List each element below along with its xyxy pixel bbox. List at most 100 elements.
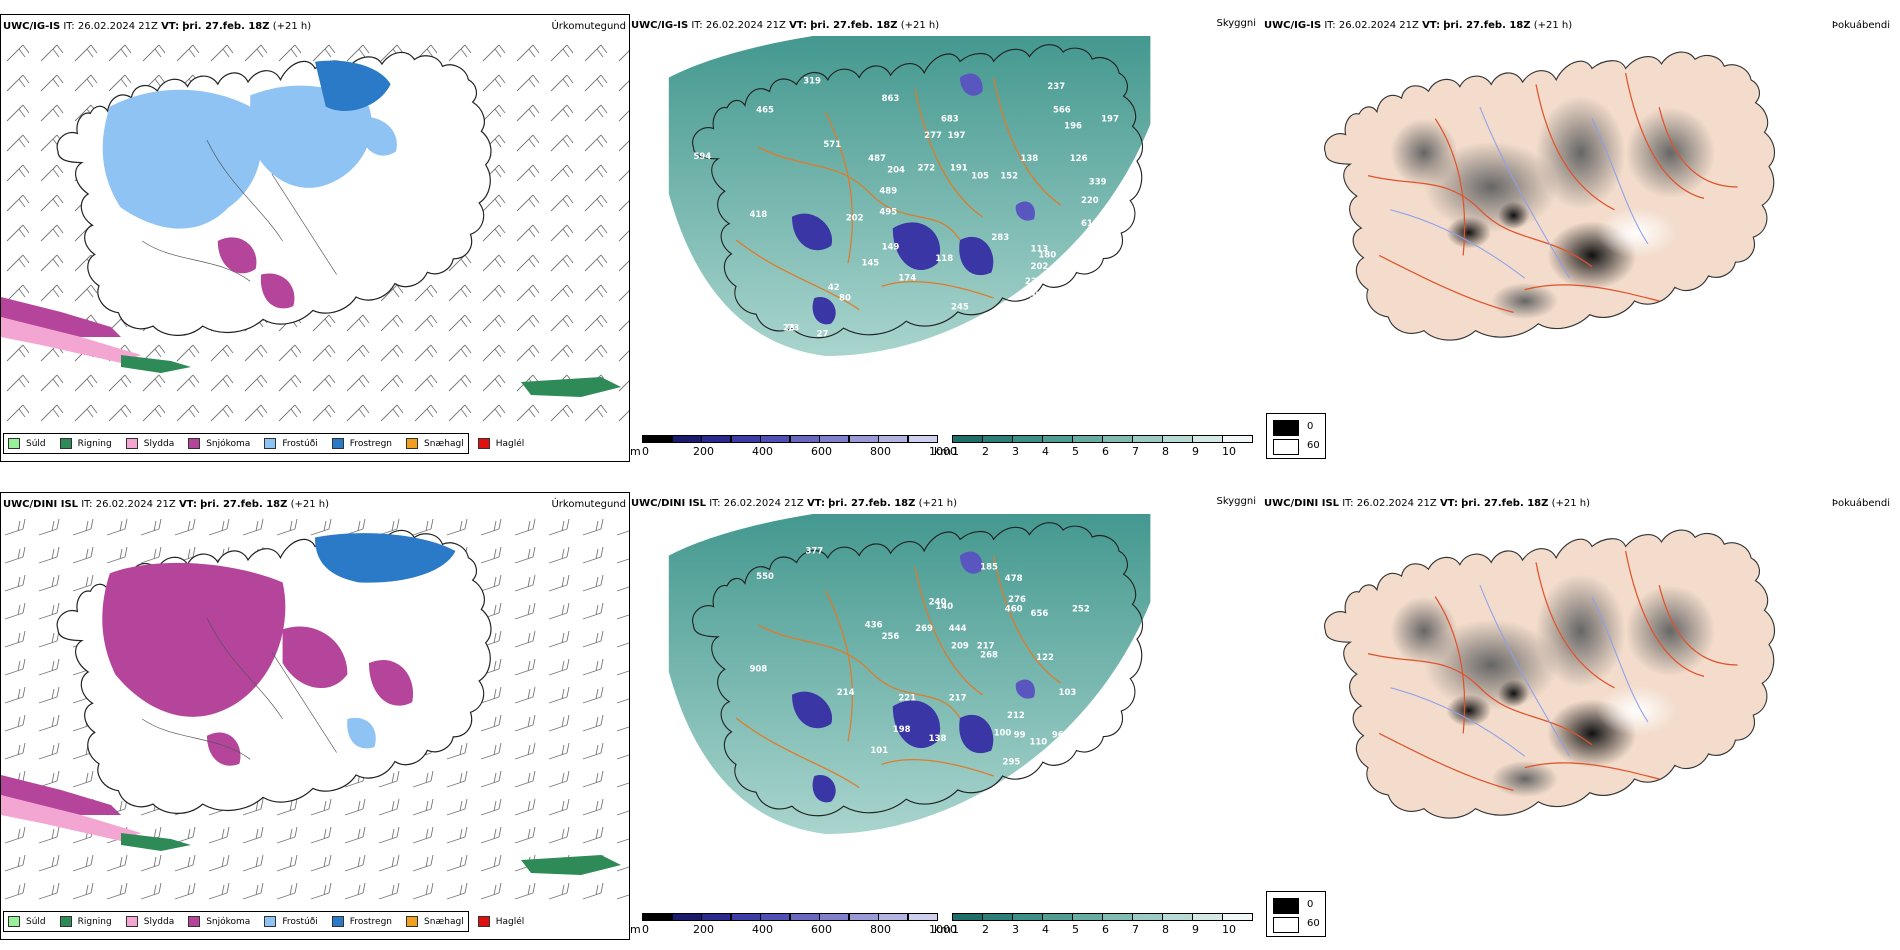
ceiling-label: 196 <box>1064 122 1082 132</box>
ceiling-label: 140 <box>935 602 953 612</box>
fog-scale: 0 60 <box>1266 891 1326 937</box>
colorbar-segment <box>1072 435 1103 443</box>
ceiling-label: 245 <box>951 303 969 313</box>
panel-title: Skyggni <box>1216 18 1256 29</box>
ceiling-label: 57 <box>929 859 941 869</box>
fog-indicator-panel: UWC/IG-IS IT: 26.02.2024 21Z VT: þri. 27… <box>1262 14 1900 462</box>
legend-item: Haglél <box>477 438 524 449</box>
ceiling-label: 103 <box>1059 688 1077 698</box>
colorbar-segment <box>1162 913 1193 921</box>
model-name: UWC/IG-IS <box>3 21 61 32</box>
ceiling-label: 80 <box>839 293 851 303</box>
colorbar-tick: 3 <box>1012 923 1019 936</box>
colorbar-segment <box>1012 913 1043 921</box>
init-time-label: IT: <box>63 21 75 32</box>
scale-swatch-black <box>1273 898 1299 914</box>
valid-time-label: VT: <box>178 499 197 510</box>
ceiling-label: 465 <box>756 105 774 115</box>
precip-legend: Súld Rigning Slydda Snjókoma Frostúði Frostre… <box>3 911 524 932</box>
ceiling-label: 683 <box>941 115 959 125</box>
ceiling-label: 113 <box>1031 245 1049 255</box>
colorbar-segment <box>1192 913 1223 921</box>
visibility-unit: km <box>934 923 952 936</box>
colorbar-tick: 1000 <box>929 923 957 936</box>
ceiling-label: 283 <box>991 233 1009 243</box>
ceiling-label: 269 <box>915 624 933 634</box>
ceiling-label: 377 <box>805 546 823 556</box>
ceiling-label: 23 <box>783 323 795 333</box>
lead-time: (+21 h) <box>900 20 940 31</box>
scale-swatch-black <box>1273 420 1299 436</box>
colorbar-segment <box>982 435 1013 443</box>
colorbar-segment <box>760 913 790 921</box>
ceiling-label: 221 <box>898 694 916 704</box>
colorbar-segment <box>1222 435 1253 443</box>
legend-label: Snæhagl <box>424 916 464 927</box>
legend-swatch <box>8 438 20 449</box>
ceiling-label: 71 <box>1072 337 1084 347</box>
model-name: UWC/IG-IS <box>631 20 689 31</box>
colorbar-segment <box>1012 435 1043 443</box>
legend-swatch <box>188 916 201 927</box>
legend-label: Frostregn <box>349 916 393 927</box>
precip-area <box>250 85 372 188</box>
scale-label-max: 60 <box>1307 440 1320 451</box>
height-unit: m <box>630 445 641 458</box>
colorbar-tick: 600 <box>811 923 832 936</box>
colorbar-tick: 6 <box>1102 445 1109 458</box>
colorbar-tick: 10 <box>1222 923 1236 936</box>
colorbar-tick: 600 <box>811 445 832 458</box>
colorbar-segment <box>1222 913 1253 921</box>
colorbar-segment <box>760 435 790 443</box>
legend-item: Slydda <box>125 916 174 927</box>
fog-indicator-panel: UWC/DINI ISL IT: 26.02.2024 21Z VT: þri.… <box>1262 492 1900 940</box>
legend-swatch <box>125 438 138 449</box>
ceiling-label: 27 <box>817 329 829 339</box>
colorbar-segment <box>701 913 731 921</box>
ceiling-label: 101 <box>870 746 888 756</box>
ceiling-label: 436 <box>865 621 883 631</box>
colorbar-segment <box>819 435 849 443</box>
precip-area <box>282 626 348 689</box>
colorbar-segment <box>848 913 879 921</box>
legend-item: Snjókoma <box>188 916 250 927</box>
ceiling-label: 237 <box>1047 82 1065 92</box>
legend-label: Rigning <box>77 916 112 927</box>
colorbar-tick: 2 <box>982 923 989 936</box>
colorbar-segment <box>1102 913 1133 921</box>
colorbar-segment <box>1162 435 1193 443</box>
legend-label: Frostúði <box>282 438 318 449</box>
init-time-label: IT: <box>81 499 93 510</box>
legend-item: Rigning <box>59 916 112 927</box>
model-name: UWC/DINI ISL <box>631 498 707 509</box>
run-header: UWC/IG-IS IT: 26.02.2024 21Z VT: þri. 27… <box>1264 20 1572 31</box>
run-header: UWC/DINI ISL IT: 26.02.2024 21Z VT: þri.… <box>3 499 329 510</box>
run-header: UWC/DINI ISL IT: 26.02.2024 21Z VT: þri.… <box>1264 498 1590 509</box>
legend-label: Snjókoma <box>206 916 251 927</box>
ceiling-label: 478 <box>1005 574 1023 584</box>
init-time-label: IT: <box>1342 498 1354 509</box>
legend-label: Snæhagl <box>424 438 464 449</box>
ceiling-label: 110 <box>1029 738 1047 748</box>
visibility-panel: UWC/IG-IS IT: 26.02.2024 21Z VT: þri. 27… <box>630 14 1260 462</box>
colorbar-segment <box>1192 435 1223 443</box>
panel-title: Skyggni <box>1216 496 1256 507</box>
ceiling-label: 276 <box>1008 595 1026 605</box>
precip-area <box>315 60 391 111</box>
legend-swatch <box>59 916 72 927</box>
legend-item: Frostúði <box>264 438 318 449</box>
valid-time-label: VT: <box>1422 20 1441 31</box>
ceiling-label: 28 <box>960 848 972 858</box>
legend-item: Frostregn <box>331 916 393 927</box>
colorbar-segment <box>730 435 761 443</box>
ceiling-label: 212 <box>1007 711 1025 721</box>
ceiling-label: 99 <box>1029 291 1041 301</box>
ceiling-label: 487 <box>868 154 886 164</box>
legend-item: Súld <box>8 916 46 927</box>
legend-item: Snæhagl <box>406 438 464 449</box>
colorbar-segment <box>878 435 908 443</box>
legend-label: Frostúði <box>282 916 318 927</box>
fog-map <box>1323 51 1776 341</box>
